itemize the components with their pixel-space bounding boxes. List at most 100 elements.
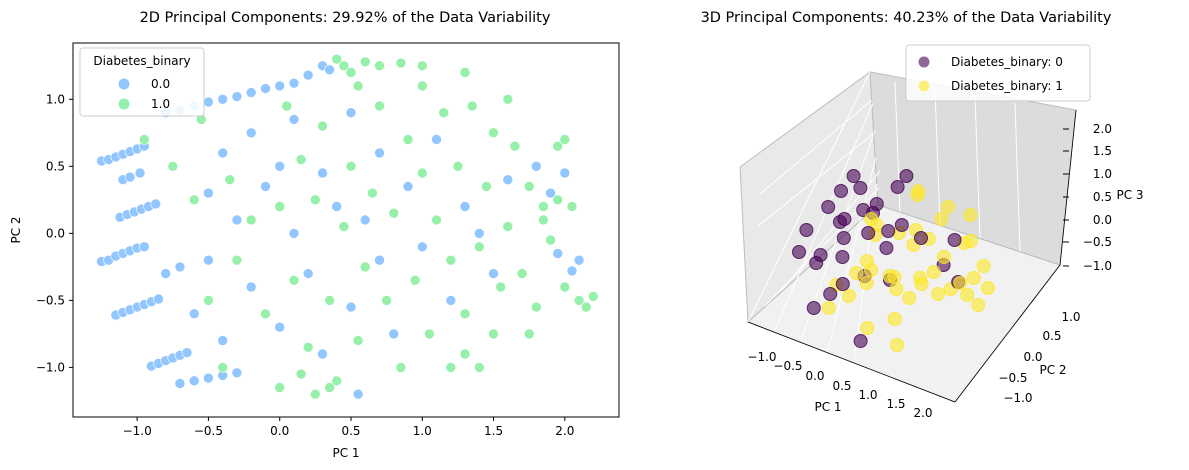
- point-series1-57: [580, 301, 592, 313]
- point-series1-55: [566, 201, 578, 212]
- point-series1-26: [374, 100, 385, 112]
- y-tick-label: 0.0: [1023, 350, 1042, 364]
- point-series1-15: [902, 291, 917, 305]
- point-series0-81: [473, 228, 485, 239]
- x-tick-label: 0.0: [270, 424, 289, 438]
- point-series1-24: [359, 261, 371, 273]
- point-series0-5: [799, 223, 814, 237]
- point-series1-45: [495, 281, 507, 293]
- point-series0-49: [274, 80, 286, 92]
- point-series0-54: [203, 187, 214, 199]
- point-series0-2: [821, 200, 836, 214]
- point-series1-72: [324, 382, 335, 393]
- chart-3d-legend: Diabetes_binary: 0 Diabetes_binary: 1: [905, 44, 1091, 102]
- gridline-x: [747, 71, 871, 323]
- point-series0-28: [124, 171, 136, 183]
- point-series0-36: [174, 378, 186, 389]
- legend-box: [905, 44, 1091, 102]
- point-series1-29: [395, 362, 407, 373]
- point-series1-70: [331, 53, 343, 65]
- point-series1-32: [416, 167, 428, 179]
- chart-2d-ylabel: PC 2: [9, 216, 23, 243]
- chart-3d-zticks: −1.0 −0.5 0.0 0.5 1.0 1.5 2.0: [1063, 122, 1112, 273]
- point-series0-80: [459, 201, 471, 212]
- point-series1-41: [473, 241, 485, 253]
- point-series0-87: [566, 265, 578, 277]
- point-series0-58: [231, 214, 243, 226]
- point-series1-2: [188, 194, 200, 206]
- chart-3d-zlabel: PC 3: [1116, 188, 1143, 202]
- point-series0-91: [324, 64, 335, 76]
- point-series1-69: [338, 60, 350, 72]
- point-series0-51: [160, 268, 171, 279]
- z-tick-label: 0.0: [1093, 213, 1112, 227]
- point-series0-55: [203, 254, 214, 266]
- point-series1-1: [821, 301, 836, 315]
- point-series0-6: [835, 250, 850, 264]
- legend-marker-0: [118, 78, 130, 90]
- point-series0-10: [806, 301, 821, 315]
- chart-2d-yticks: −1.0 −0.5 0.0 0.5 1.0: [36, 92, 73, 374]
- point-series1-48: [516, 268, 528, 279]
- point-series1-20: [887, 312, 902, 326]
- point-series0-84: [530, 161, 542, 172]
- point-series0-15: [856, 203, 871, 217]
- point-series1-14: [295, 154, 307, 165]
- point-series0-53: [188, 308, 200, 320]
- point-series1-58: [587, 291, 599, 302]
- legend-label-1: Diabetes_binary: 1: [951, 79, 1063, 93]
- point-series0-45: [217, 94, 228, 105]
- point-series1-62: [502, 94, 514, 105]
- y-axis-line: [954, 264, 1061, 403]
- point-series0-20: [153, 293, 164, 305]
- point-series0-24: [853, 334, 868, 348]
- point-series1-52: [545, 234, 556, 246]
- point-series1-28: [388, 207, 400, 219]
- chart-3d-xticks: −1.0−0.50.0 0.5 1.0 1.5 2.0: [747, 350, 932, 420]
- legend-marker-1: [918, 80, 930, 92]
- y-tick-label: 0.5: [46, 159, 65, 173]
- point-series1-46: [502, 221, 514, 232]
- point-series0-23: [899, 169, 914, 183]
- point-series0-56: [217, 147, 228, 159]
- chart-2d-legend: Diabetes_binary 0.0 1.0: [79, 47, 205, 117]
- point-series0-70: [345, 301, 357, 313]
- y-tick-label: 1.0: [46, 92, 65, 106]
- point-series1-12: [882, 269, 897, 283]
- point-series1-37: [890, 338, 904, 352]
- point-series1-21: [345, 161, 357, 172]
- point-series1-0: [139, 134, 150, 145]
- point-series1-8: [864, 212, 879, 226]
- legend-marker-0: [918, 56, 930, 68]
- point-series0-65: [288, 114, 300, 125]
- legend-title: Diabetes_binary: [93, 54, 190, 68]
- point-series0-78: [431, 134, 442, 145]
- point-series1-23: [352, 335, 364, 346]
- z-tick-label: 0.5: [1093, 190, 1112, 204]
- point-series1-1: [167, 161, 179, 172]
- point-series0-72: [359, 214, 371, 226]
- y-tick-label: 0.5: [1042, 329, 1061, 343]
- x-tick-label: −0.5: [773, 359, 802, 373]
- point-series0-7: [813, 248, 828, 262]
- point-series0-8: [846, 169, 861, 183]
- point-series0-83: [502, 174, 514, 185]
- point-series0-57: [217, 335, 228, 346]
- point-series0-63: [274, 161, 286, 172]
- point-series0-46: [231, 91, 243, 102]
- legend-marker-1: [118, 98, 130, 110]
- point-series1-33: [416, 80, 428, 92]
- z-tick-label: −1.0: [1083, 259, 1112, 273]
- chart-2d-title: 2D Principal Components: 29.92% of the D…: [140, 10, 551, 26]
- x-tick-label: 2.0: [913, 406, 932, 420]
- point-series0-61: [260, 181, 271, 192]
- point-series0-71: [345, 107, 357, 118]
- point-series1-42: [481, 181, 492, 192]
- point-series0-26: [881, 224, 896, 238]
- point-series1-6: [224, 174, 236, 185]
- point-series1-44: [488, 328, 499, 340]
- point-series0-66: [302, 268, 314, 279]
- point-series1-14: [864, 263, 878, 277]
- z-tick-label: 1.0: [1093, 167, 1112, 181]
- chart-3d-points: [792, 169, 995, 352]
